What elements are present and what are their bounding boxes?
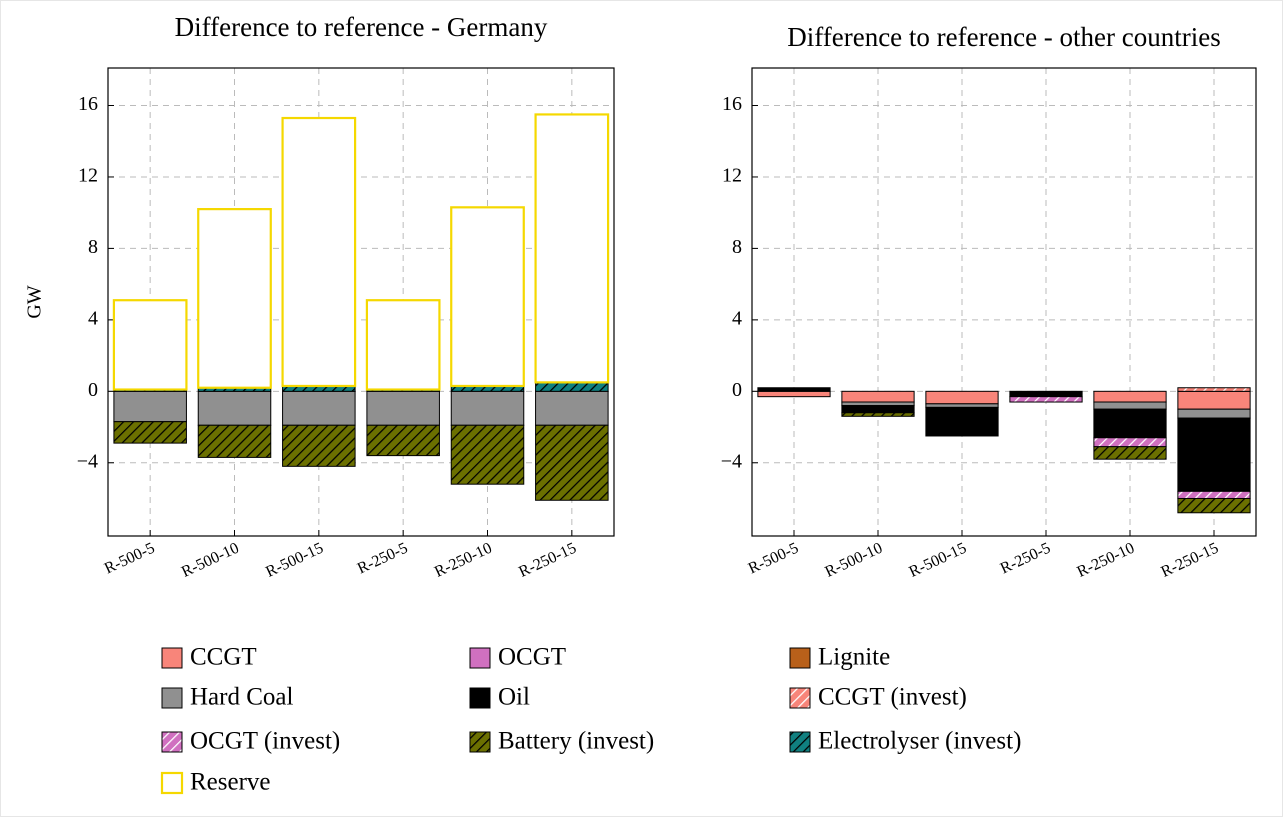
- legend-label: Battery (invest): [498, 728, 654, 755]
- bar-segment: [365, 299, 441, 391]
- bar-segment: [1093, 446, 1167, 460]
- y-tick-label: 16: [78, 93, 98, 115]
- bar-segment: [197, 390, 272, 426]
- y-tick-label: 16: [722, 93, 742, 115]
- bar-segment: [757, 387, 831, 392]
- y-tick-label: 4: [732, 307, 742, 329]
- bar-segment: [366, 390, 440, 426]
- bar-segment: [1009, 390, 1083, 398]
- bar-segment: [925, 403, 999, 408]
- bar-segment: [535, 381, 609, 392]
- y-tick-label: −4: [721, 450, 742, 472]
- y-tick-label: 0: [88, 379, 98, 401]
- bar-segment: [841, 390, 915, 403]
- y-tick-label: 4: [88, 307, 98, 329]
- bar-segment: [534, 113, 610, 384]
- bar-segment: [841, 412, 915, 417]
- bar-segment: [450, 206, 525, 388]
- legend-label: CCGT (invest): [818, 684, 967, 711]
- legend-swatch: [789, 731, 811, 753]
- bar-segment: [1093, 437, 1167, 448]
- bar-segment: [282, 390, 356, 426]
- legend-label: Reserve: [190, 769, 271, 796]
- bar-segment: [197, 208, 272, 389]
- chart-title: Difference to reference - Germany: [175, 12, 548, 42]
- bar-segment: [112, 299, 188, 391]
- y-tick-label: 8: [732, 236, 742, 258]
- plot-frame: [751, 67, 1257, 537]
- bar-segment: [1177, 497, 1251, 514]
- bar-segment: [1177, 417, 1251, 492]
- bar-segment: [366, 424, 440, 457]
- bar-segment: [1177, 490, 1251, 499]
- bar-segment: [1093, 408, 1167, 439]
- legend-label: OCGT: [498, 644, 566, 671]
- plot-area: [752, 68, 1256, 536]
- bar-segment: [535, 390, 609, 426]
- y-axis-label: GW: [24, 285, 46, 318]
- bar-segment: [197, 424, 272, 458]
- legend-label: Electrolyser (invest): [818, 728, 1021, 755]
- bar-segment: [113, 390, 187, 423]
- bar-segment: [1093, 390, 1167, 403]
- plot-area: [108, 68, 614, 536]
- legend-swatch: [161, 731, 183, 753]
- bar-segment: [841, 405, 915, 414]
- bar-segment: [925, 406, 999, 437]
- bar-segment: [282, 424, 356, 467]
- legend-swatch: [161, 647, 183, 669]
- bar-segment: [1177, 387, 1251, 392]
- legend-swatch: [469, 731, 491, 753]
- legend-label: CCGT: [190, 644, 257, 671]
- bar-segment: [535, 424, 609, 501]
- bar-segment: [1009, 396, 1083, 403]
- legend-label: Oil: [498, 684, 530, 711]
- legend-swatch: [161, 687, 183, 709]
- bar-segment: [1177, 408, 1251, 419]
- y-tick-label: 0: [732, 379, 742, 401]
- y-tick-label: 8: [88, 236, 98, 258]
- chart-title: Difference to reference - other countrie…: [787, 22, 1221, 52]
- bar-segment: [757, 390, 831, 398]
- bar-segment: [1093, 401, 1167, 410]
- legend-swatch: [469, 687, 491, 709]
- bar-segment: [1177, 390, 1251, 410]
- legend-label: Hard Coal: [190, 684, 293, 711]
- legend-label: OCGT (invest): [190, 728, 340, 755]
- legend-swatch: [469, 647, 491, 669]
- bar-segment: [841, 401, 915, 407]
- y-tick-label: −4: [77, 450, 98, 472]
- bar-segment: [113, 421, 187, 444]
- y-tick-label: 12: [78, 165, 98, 187]
- legend-swatch: [789, 647, 811, 669]
- legend-label: Lignite: [818, 644, 890, 671]
- legend-swatch: [160, 771, 184, 795]
- bar-segment: [450, 424, 525, 485]
- bar-segment: [925, 390, 999, 405]
- plot-frame: [107, 67, 615, 537]
- bar-segment: [450, 390, 525, 426]
- legend-swatch: [789, 687, 811, 709]
- bar-segment: [281, 116, 357, 388]
- y-tick-label: 12: [722, 165, 742, 187]
